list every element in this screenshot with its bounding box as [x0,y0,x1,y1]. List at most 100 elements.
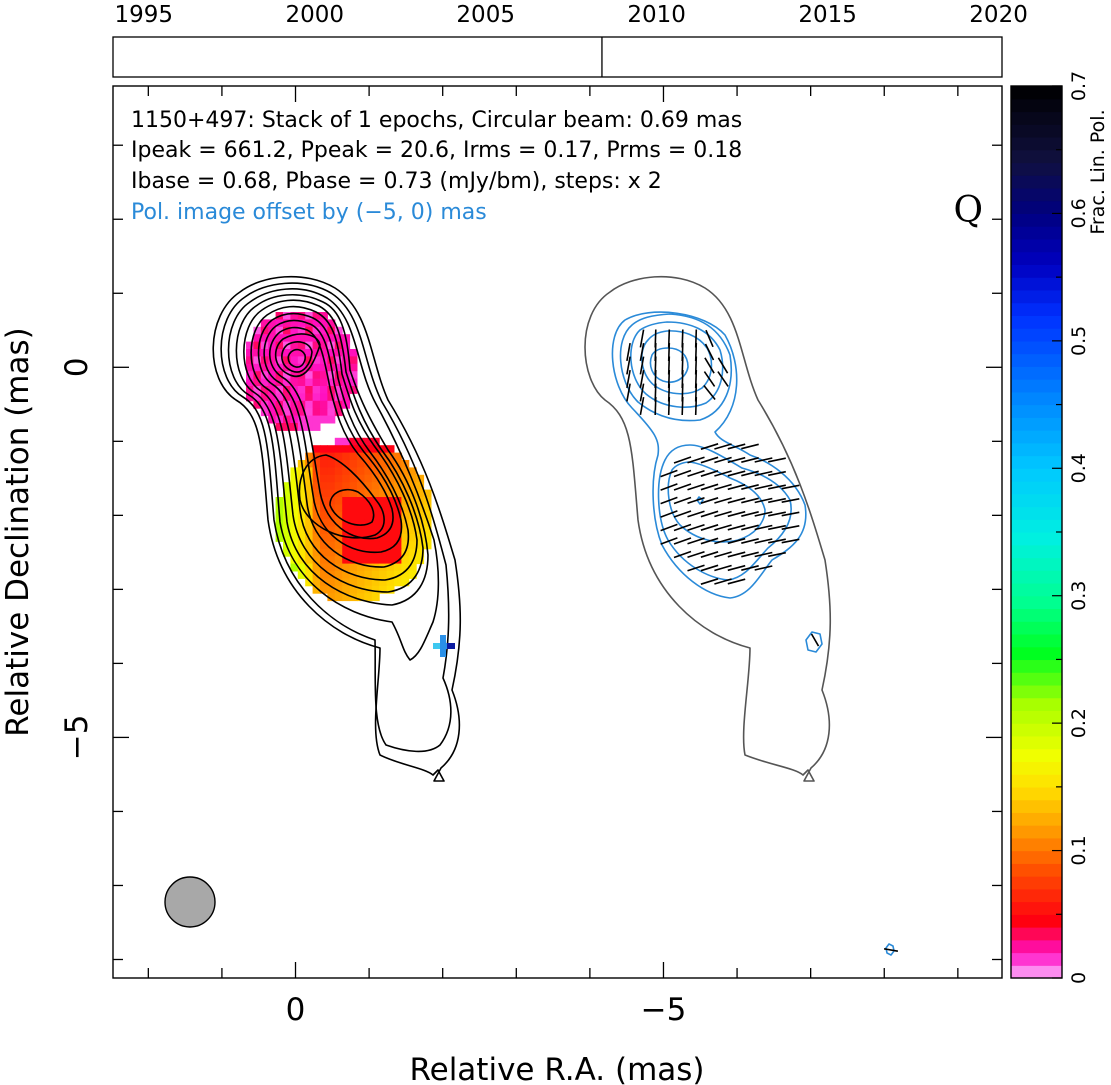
fpol-pixel [290,534,299,542]
fpol-pixel [320,378,328,387]
fpol-pixel [268,334,277,343]
fpol-pixel [327,326,336,335]
fpol-pixel [320,349,328,357]
evpa-ticks [626,329,899,953]
evpa-tick [639,396,645,416]
evpa-tick [727,524,746,531]
fpol-pixel [268,349,277,357]
fpol-pixel [386,497,395,505]
fpol-pixel [371,593,380,602]
fpol-pixel [342,534,351,542]
fpol-pixel [334,393,343,402]
colorbar-band [1011,430,1062,444]
fpol-pixel [334,541,343,550]
fpol-pixel [334,556,343,565]
fpol-pixel [275,356,284,365]
fpol-pixel [342,526,351,535]
fpol-pixel [386,585,395,594]
fpol-pixel [386,445,395,454]
fpol-pixel [357,482,365,491]
evpa-tick [714,483,732,491]
fpol-pixel [297,489,306,498]
fpol-pixel [268,319,277,328]
fpol-pixel [416,482,425,491]
fpol-pixel [320,326,328,335]
fpol-pixel [349,467,358,476]
evpa-tick [626,369,631,389]
fpol-pixel [275,408,284,417]
colorbar-band [1011,927,1062,941]
fpol-pixel [408,482,417,491]
evpa-tick [768,538,786,544]
fpol-pixel [283,415,291,424]
colorbar-band [1011,136,1062,151]
pol-contour-2 [619,313,732,422]
fpol-pixel [379,571,388,579]
pol-contour-9 [805,631,823,653]
evpa-tick [768,457,786,463]
colorbar-band [1011,786,1062,801]
fpol-pixel [386,578,395,587]
fpol-pixel [342,489,351,498]
fpol-pixel [312,423,321,431]
fpol-pixel [334,534,343,542]
colorbar-band [1011,901,1062,915]
fpol-pixel [364,482,373,491]
fpol-pixel [305,452,314,461]
colorbar-band [1011,149,1062,164]
fpol-pixel [423,511,432,520]
evpa-tick [781,538,800,544]
fpol-pixel [327,445,336,454]
fpol-pixel [290,563,299,572]
fpol-pixel [283,408,291,417]
fpol-pixel [334,504,343,513]
fpol-pixel [371,474,380,483]
fpol-pixel [386,571,395,579]
evpa-tick [768,524,786,531]
fpol-pixel [290,312,299,320]
fpol-pixel [268,371,277,380]
fpol-pixel [290,326,299,335]
fpol-pixel [290,423,299,431]
fpol-pixel [312,378,321,387]
evpa-tick [681,396,684,416]
fpol-pixel [320,312,328,320]
fpol-pixel [408,467,417,476]
fpol-pixel [357,460,365,468]
evpa-tick [727,443,746,450]
fpol-pixel [342,445,351,454]
fpol-pixel [327,548,336,557]
evpa-tick [639,329,645,348]
evpa-tick [754,538,773,544]
fpol-pixel [327,415,336,424]
fpol-pixel [305,474,314,483]
fpol-pixel [408,519,417,528]
fpol-pixel [312,563,321,572]
plot-area: Q 1150+497: Stack of 1 epochs, Circular … [59,85,1003,1028]
fpol-pixel [305,556,314,565]
fpol-pixel [320,497,328,505]
evpa-tick [660,469,678,478]
fpol-pixel [327,519,336,528]
fpol-pixel [416,504,425,513]
fpol-pixel [305,489,314,498]
fpol-pixel [312,511,321,520]
evpa-tick [754,551,773,558]
fpol-pixel [379,534,388,542]
y-tick-label: 0 [59,357,95,377]
evpa-tick [741,524,759,531]
evpa-tick [700,578,719,585]
evpa-tick [673,523,692,532]
colorbar-band [1011,697,1062,711]
fpol-pixel [260,319,269,328]
colorbar-band [1011,226,1062,240]
evpa-tick [687,496,705,505]
info-line-1: 1150+497: Stack of 1 epochs, Circular be… [131,108,742,133]
fpol-pixel [342,341,351,350]
fpol-pixel [297,534,306,542]
fpol-pixel [283,356,291,365]
evpa-tick [703,371,716,387]
fpol-pixel [320,386,328,394]
fpol-pixel [283,400,291,409]
